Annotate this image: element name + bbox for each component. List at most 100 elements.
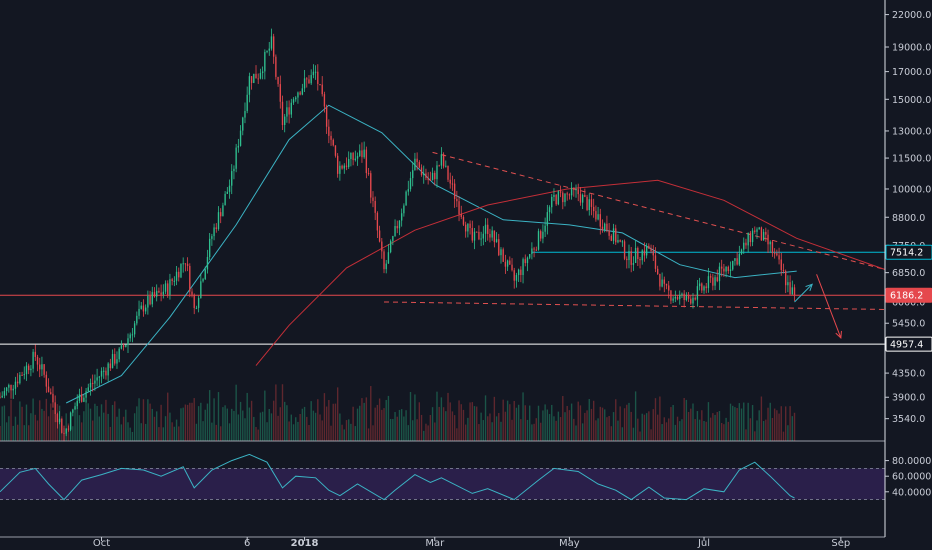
- candle[interactable]: [626, 256, 628, 269]
- price-axis[interactable]: 22000.0 19000.0 17000.0 15000.0 13000.0 11500…: [884, 0, 932, 550]
- candle[interactable]: [173, 276, 176, 287]
- candle[interactable]: [215, 223, 217, 233]
- candle[interactable]: [683, 290, 685, 308]
- candle[interactable]: [639, 257, 641, 269]
- candle[interactable]: [301, 83, 304, 96]
- arrow[interactable]: [794, 283, 813, 303]
- candle[interactable]: [96, 368, 98, 387]
- candle[interactable]: [98, 375, 100, 387]
- candle[interactable]: [782, 263, 785, 274]
- candle[interactable]: [266, 50, 268, 54]
- candle[interactable]: [372, 191, 374, 208]
- candle[interactable]: [16, 373, 19, 388]
- candle[interactable]: [109, 358, 112, 371]
- candle[interactable]: [652, 245, 654, 262]
- candle[interactable]: [712, 273, 714, 291]
- candle[interactable]: [253, 73, 255, 84]
- candle[interactable]: [365, 146, 368, 179]
- candle[interactable]: [460, 205, 462, 220]
- candle[interactable]: [727, 265, 729, 274]
- candle[interactable]: [542, 224, 544, 244]
- candle[interactable]: [692, 293, 694, 309]
- candle[interactable]: [43, 364, 45, 378]
- candle[interactable]: [557, 190, 560, 206]
- candle[interactable]: [233, 165, 235, 180]
- candle[interactable]: [546, 204, 549, 235]
- candle[interactable]: [396, 220, 398, 234]
- candle[interactable]: [456, 190, 458, 208]
- candle[interactable]: [568, 193, 571, 200]
- candle[interactable]: [621, 239, 624, 247]
- candle[interactable]: [3, 387, 6, 399]
- candle[interactable]: [363, 141, 365, 159]
- candle[interactable]: [39, 357, 41, 378]
- candle[interactable]: [237, 138, 240, 153]
- candle[interactable]: [8, 383, 10, 393]
- candle[interactable]: [650, 244, 652, 254]
- candle[interactable]: [595, 205, 597, 222]
- candle[interactable]: [319, 83, 321, 86]
- candle[interactable]: [321, 76, 323, 97]
- candle[interactable]: [191, 288, 193, 298]
- candle[interactable]: [261, 66, 264, 80]
- candle[interactable]: [480, 231, 482, 247]
- candle[interactable]: [648, 243, 650, 249]
- candle[interactable]: [339, 161, 341, 181]
- candle[interactable]: [760, 226, 763, 241]
- candle[interactable]: [114, 348, 116, 366]
- candle[interactable]: [687, 292, 690, 302]
- candle[interactable]: [356, 152, 359, 166]
- candle[interactable]: [122, 343, 125, 351]
- candle[interactable]: [661, 272, 663, 288]
- candle[interactable]: [133, 320, 136, 338]
- candle[interactable]: [151, 286, 153, 308]
- candle[interactable]: [189, 263, 191, 298]
- candle[interactable]: [670, 290, 672, 305]
- candle[interactable]: [1, 391, 3, 399]
- candle[interactable]: [725, 266, 727, 278]
- candle[interactable]: [732, 260, 734, 271]
- candle[interactable]: [208, 232, 211, 261]
- candle[interactable]: [681, 292, 683, 299]
- candle[interactable]: [268, 41, 270, 56]
- candle[interactable]: [387, 244, 390, 264]
- candle[interactable]: [248, 72, 251, 103]
- candle[interactable]: [418, 160, 421, 169]
- time-axis[interactable]: Oct 6 2018 Mar May Jul Sep: [0, 440, 885, 549]
- candle[interactable]: [195, 305, 198, 310]
- candle[interactable]: [606, 215, 608, 233]
- candle[interactable]: [628, 244, 630, 269]
- candle[interactable]: [184, 263, 187, 272]
- candle[interactable]: [312, 64, 315, 79]
- candle[interactable]: [61, 418, 63, 434]
- candle[interactable]: [502, 247, 504, 262]
- candle[interactable]: [228, 179, 231, 199]
- candle[interactable]: [213, 223, 215, 241]
- candle[interactable]: [407, 180, 409, 196]
- candle[interactable]: [50, 388, 52, 395]
- candle[interactable]: [590, 194, 593, 216]
- candle[interactable]: [464, 221, 467, 238]
- candle[interactable]: [632, 256, 635, 271]
- candle[interactable]: [323, 91, 326, 113]
- candle[interactable]: [370, 170, 372, 204]
- candle[interactable]: [103, 366, 105, 379]
- candle[interactable]: [679, 290, 681, 305]
- candle[interactable]: [584, 188, 586, 198]
- candles[interactable]: [0, 28, 796, 442]
- candle[interactable]: [703, 285, 705, 294]
- candle[interactable]: [615, 224, 617, 245]
- candle[interactable]: [376, 211, 379, 239]
- candle[interactable]: [551, 194, 553, 214]
- candle[interactable]: [597, 207, 599, 221]
- candle[interactable]: [297, 91, 299, 104]
- candle[interactable]: [528, 254, 531, 260]
- candle[interactable]: [200, 273, 202, 299]
- candle[interactable]: [74, 402, 76, 410]
- candle[interactable]: [743, 237, 745, 254]
- candle[interactable]: [231, 164, 233, 195]
- candle[interactable]: [118, 347, 120, 363]
- candle[interactable]: [167, 280, 169, 298]
- candle[interactable]: [423, 165, 425, 184]
- candle[interactable]: [306, 77, 308, 88]
